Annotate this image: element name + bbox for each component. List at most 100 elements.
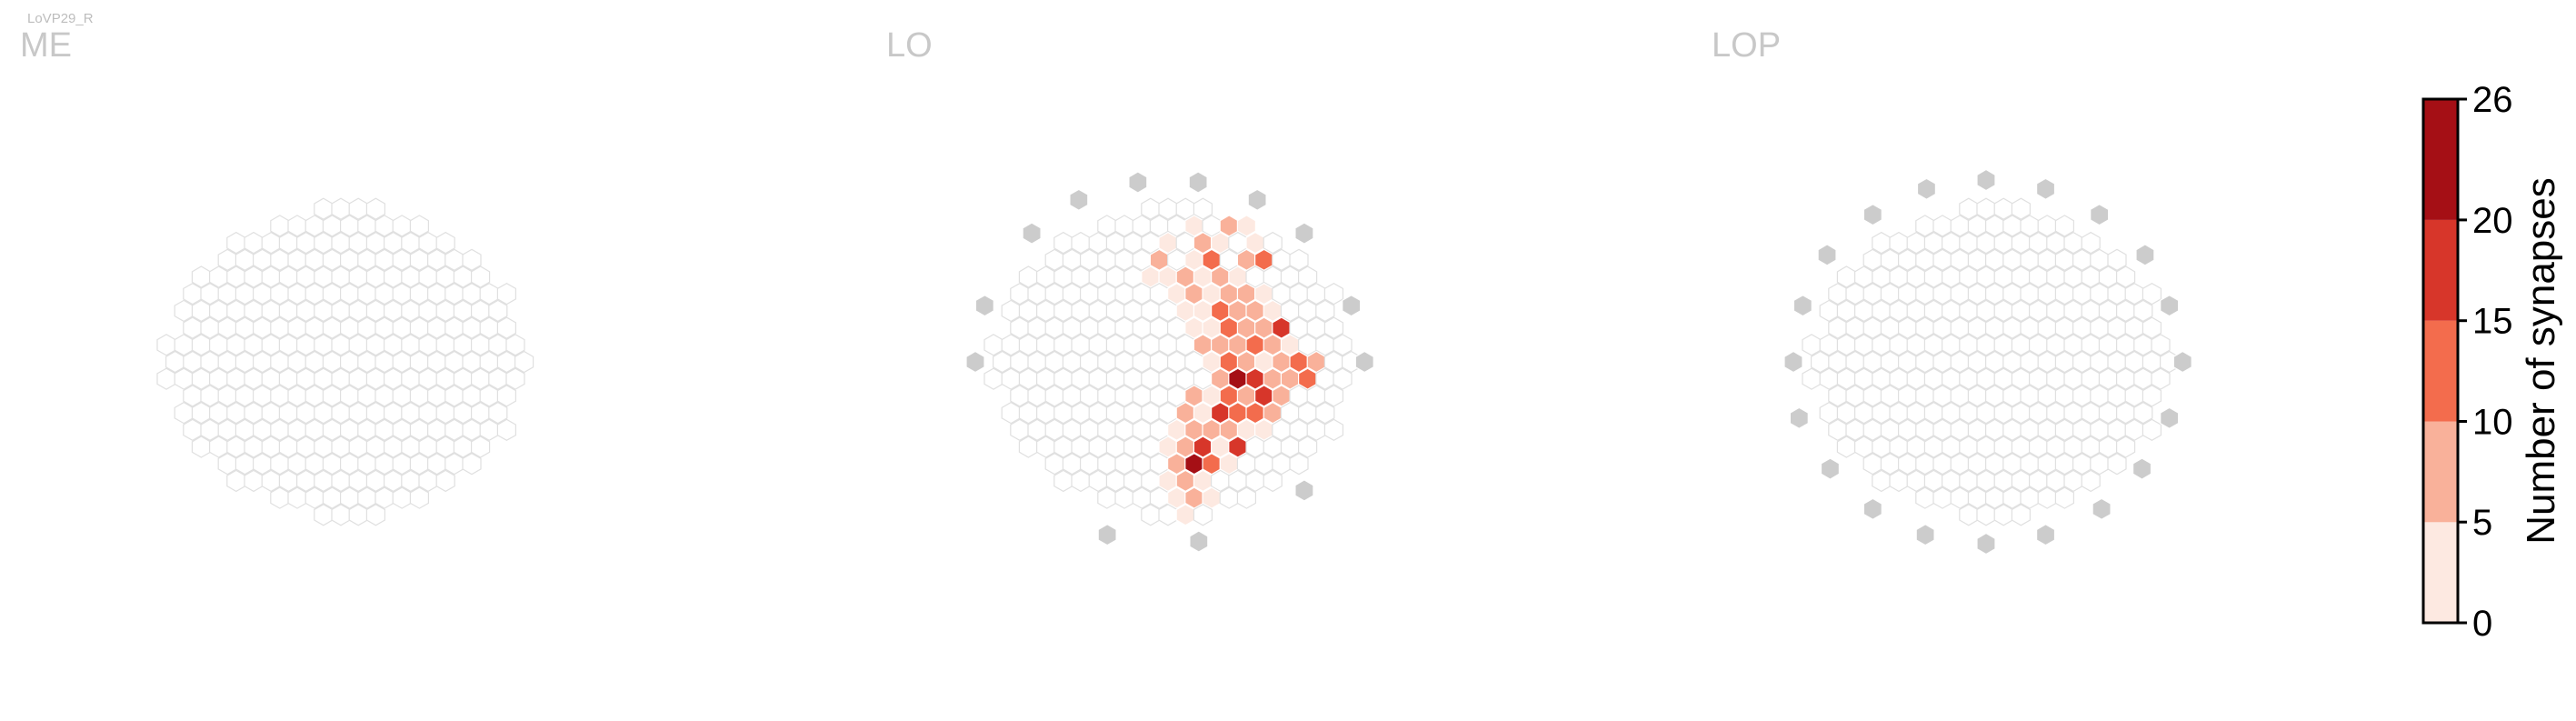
colorbar-band <box>2423 99 2458 220</box>
hex-cell-outside <box>1354 350 1374 374</box>
panel-title-lo: LO <box>886 26 933 65</box>
hex-cell-outside <box>2160 406 2180 429</box>
colorbar-band <box>2423 421 2458 523</box>
hex-cell-empty <box>1289 248 1309 271</box>
hex-cell-empty <box>496 283 517 305</box>
hex-cell-empty <box>1323 418 1344 441</box>
hex-cell-outside <box>2090 204 2110 226</box>
hex-cell-empty <box>2142 316 2162 339</box>
hex-cell-empty <box>1263 231 1283 255</box>
colorbar-tick-label: 10 <box>2472 403 2513 443</box>
hex-cell-empty <box>488 299 508 323</box>
hex-cell-empty <box>1053 469 1073 493</box>
hex-cell-empty <box>392 486 412 509</box>
hex-cell-outside <box>1783 350 1803 374</box>
hex-cell-empty <box>505 334 525 356</box>
hex-cell-empty <box>435 231 455 255</box>
hex-cell-empty <box>2107 248 2127 271</box>
hex-grid-me <box>156 197 534 526</box>
hex-cell-empty <box>505 367 525 390</box>
hex-cell-empty <box>314 504 334 526</box>
hex-cell-outside <box>1792 295 1812 317</box>
hex-cell-empty <box>244 469 264 493</box>
panel-me: ME <box>20 26 534 526</box>
hex-cell-outside <box>1915 524 1935 546</box>
hex-cell-empty <box>1141 504 1161 526</box>
hex-cell-empty <box>191 436 211 458</box>
hex-cell-empty <box>2116 265 2136 288</box>
hex-cell-empty <box>1236 486 1257 509</box>
hex-cell-empty <box>1836 436 1857 458</box>
hex-cell-empty <box>365 504 385 526</box>
hex-cell-empty <box>2037 486 2057 509</box>
panel-lop: LOP <box>1712 26 2192 556</box>
hex-cell-empty <box>1915 486 1935 509</box>
hex-cell-outside <box>1247 188 1267 211</box>
hex-cell-empty <box>270 486 290 509</box>
hex-cell-outside <box>1128 171 1148 194</box>
colorbar-tick-label: 0 <box>2472 604 2492 644</box>
hex-cell-empty <box>1802 367 1822 390</box>
colorbar-tick-label: 5 <box>2472 503 2492 543</box>
hex-cell-empty <box>2011 504 2031 526</box>
hex-cell-outside <box>1820 457 1841 480</box>
hex-cell-outside <box>1817 244 1837 266</box>
hex-cell-empty <box>156 367 176 390</box>
hex-cell-empty <box>1333 334 1353 356</box>
colorbar-tick-label: 20 <box>2472 201 2513 241</box>
hex-cell-outside <box>1069 188 1089 211</box>
colorbar-frame <box>2421 97 2460 625</box>
hex-cell-empty <box>470 436 491 458</box>
hex-cell-outside <box>2036 524 2056 546</box>
panel-lo: LO <box>886 26 1374 553</box>
hex-cell-empty <box>462 248 482 271</box>
colorbar-band <box>2423 320 2458 422</box>
hex-cell-empty <box>514 350 534 374</box>
hex-cell-outside <box>1189 530 1209 553</box>
hex-cell-empty <box>2142 385 2162 407</box>
hex-cell-empty <box>1872 469 1892 493</box>
hex-cell-empty <box>1323 385 1344 407</box>
hex-cell-outside <box>1294 479 1314 502</box>
hex-cell-empty <box>1889 469 1909 493</box>
colorbar-tick-label: 15 <box>2472 302 2513 342</box>
hex-cell-outside <box>965 350 985 374</box>
hex-cell-empty <box>2054 215 2074 237</box>
hex-cell-empty <box>331 504 351 526</box>
hex-cell-empty <box>1315 401 1335 425</box>
hex-cell-empty <box>1932 486 1952 509</box>
hex-cell-outside <box>1789 406 1809 429</box>
hex-cell-outside <box>1294 222 1314 245</box>
hex-cell-empty <box>2151 334 2171 356</box>
hex-cell-empty <box>496 385 517 407</box>
hex-cell-empty <box>1323 316 1344 339</box>
hex-cell-outside <box>1188 171 1208 194</box>
hex-grid-lop <box>1783 168 2192 556</box>
hex-cell-empty <box>1297 436 1318 458</box>
hex-cell-empty <box>1097 486 1117 509</box>
hex-cell-empty <box>348 504 368 526</box>
cell-type-label: LoVP29_R <box>27 11 94 26</box>
hex-cell-empty <box>1219 486 1239 509</box>
hex-cell-empty <box>1993 504 2013 526</box>
hex-cell-outside <box>2135 244 2155 266</box>
colorbar-tick-label: 26 <box>2472 80 2513 120</box>
hex-cell-outside <box>2092 497 2112 520</box>
hex-cell-outside <box>2172 350 2192 374</box>
hex-cell-empty <box>2151 367 2171 390</box>
hex-cell-empty <box>2116 436 2136 458</box>
hex-cell-empty <box>2011 197 2031 220</box>
hex-cell-empty <box>2142 418 2162 441</box>
hex-cell-empty <box>1114 486 1134 509</box>
hex-cell-empty <box>470 265 491 288</box>
hex-cell-empty <box>2054 486 2074 509</box>
colorbar-band <box>2423 522 2458 623</box>
colorbar-band <box>2423 219 2458 321</box>
hex-cell-empty <box>1018 436 1039 458</box>
hex-cell-empty <box>1323 283 1344 305</box>
hex-cell-empty <box>409 486 429 509</box>
hex-cell-empty <box>1193 504 1213 526</box>
hex-cell-outside <box>974 295 994 317</box>
hex-cell-outside <box>1862 204 1882 226</box>
hex-grid-lo <box>965 171 1374 553</box>
